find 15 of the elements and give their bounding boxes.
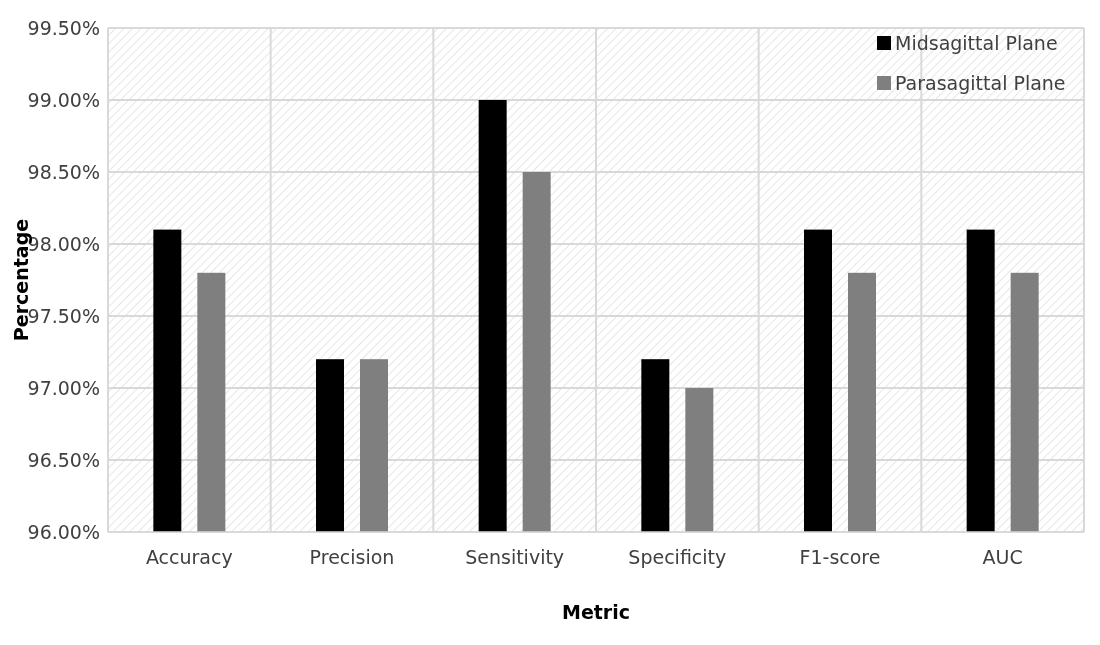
x-tick-label: Precision (309, 546, 395, 568)
y-tick-label: 99.00% (27, 88, 100, 111)
x-tick-label: Sensitivity (465, 546, 565, 568)
x-tick-label: Specificity (628, 546, 727, 568)
y-tick-label: 96.50% (27, 448, 100, 471)
y-tick-label: 99.50% (27, 16, 100, 39)
x-tick-label: AUC (982, 546, 1023, 568)
y-tick-label: 98.50% (27, 160, 100, 183)
legend-label: Midsagittal Plane (895, 31, 1058, 54)
x-tick-label: Accuracy (145, 546, 233, 568)
legend-label: Parasagittal Plane (895, 71, 1066, 94)
y-tick-label: 96.00% (27, 520, 100, 543)
x-axis-title: Metric (561, 601, 631, 623)
y-tick-label: 97.00% (27, 376, 100, 399)
x-tick-label: F1-score (799, 546, 881, 568)
